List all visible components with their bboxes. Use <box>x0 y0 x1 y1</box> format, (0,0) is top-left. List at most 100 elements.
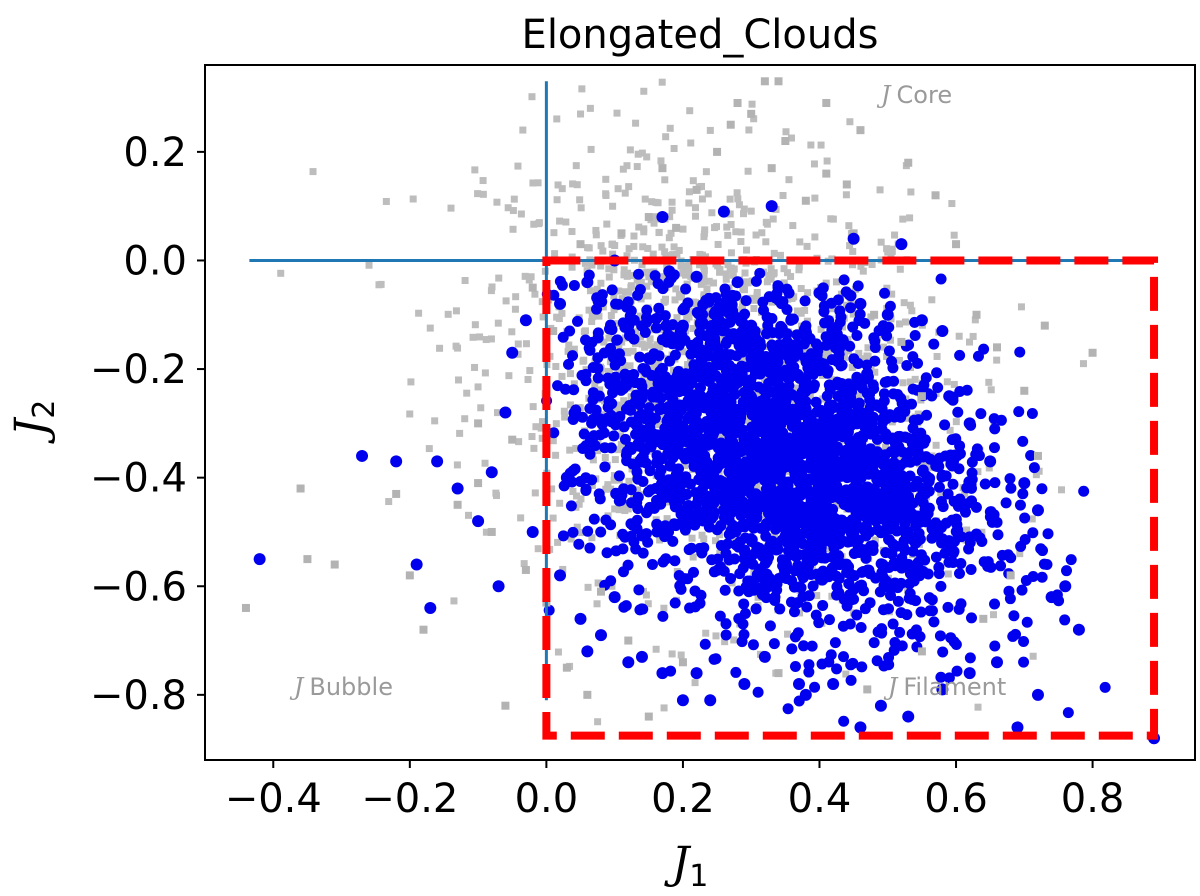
blue-cloud-point <box>806 640 818 652</box>
blue-cloud-point <box>605 575 617 587</box>
gray-cloud-point <box>772 481 780 489</box>
gray-cloud-point <box>632 119 640 127</box>
gray-cloud-point <box>629 347 637 355</box>
blue-cloud-point <box>611 334 623 346</box>
blue-cloud-point <box>693 423 705 435</box>
gray-cloud-point <box>595 312 603 320</box>
blue-cloud-point <box>670 520 682 532</box>
blue-cloud-point <box>615 384 627 396</box>
blue-cloud-point <box>603 395 615 407</box>
blue-cloud-point <box>833 418 845 430</box>
blue-point <box>1031 504 1044 517</box>
blue-point <box>943 390 956 403</box>
gray-cloud-point <box>706 304 714 312</box>
blue-cloud-point <box>747 639 759 651</box>
blue-cloud-point <box>711 524 723 536</box>
gray-cloud-point <box>631 328 639 336</box>
gray-cloud-point <box>763 220 771 228</box>
gray-cloud-point <box>842 191 850 199</box>
blue-cloud-point <box>709 484 721 496</box>
gray-cloud-point <box>625 245 633 253</box>
gray-cloud-point <box>589 456 597 464</box>
gray-cloud-point <box>779 191 787 199</box>
gray-cloud-point <box>740 205 748 213</box>
gray-point <box>870 310 879 319</box>
gray-cloud-point <box>700 535 708 543</box>
gray-cloud-point <box>570 380 578 388</box>
blue-cloud-point <box>782 502 794 514</box>
gray-cloud-point <box>593 285 601 293</box>
gray-cloud-point <box>747 207 755 215</box>
blue-cloud-point <box>820 339 832 351</box>
blue-point <box>1031 688 1044 701</box>
gray-cloud-point <box>504 204 512 212</box>
blue-cloud-point <box>624 310 636 322</box>
blue-cloud-point <box>742 575 754 587</box>
gray-cloud-point <box>811 194 819 202</box>
gray-cloud-point <box>594 718 602 726</box>
blue-cloud-point <box>848 570 860 582</box>
blue-cloud-point <box>706 554 718 566</box>
blue-cloud-point <box>935 580 947 592</box>
blue-cloud-point <box>749 548 761 560</box>
blue-cloud-point <box>906 398 918 410</box>
gray-cloud-point <box>863 380 871 388</box>
blue-point <box>799 330 812 343</box>
gray-cloud-point <box>586 104 594 112</box>
gray-cloud-point <box>609 250 617 258</box>
blue-cloud-point <box>832 294 844 306</box>
blue-cloud-point <box>609 359 621 371</box>
gray-cloud-point <box>573 523 581 531</box>
y-tick-label: −0.2 <box>90 347 187 393</box>
blue-cloud-point <box>663 526 675 538</box>
blue-cloud-point <box>1020 574 1032 586</box>
blue-cloud-point <box>720 618 732 630</box>
gray-cloud-point <box>672 285 680 293</box>
blue-cloud-point <box>632 473 644 485</box>
blue-cloud-point <box>592 372 604 384</box>
blue-cloud-point <box>653 350 665 362</box>
gray-cloud-point <box>739 285 747 293</box>
gray-cloud-point <box>811 233 819 241</box>
gray-cloud-point <box>723 223 731 231</box>
gray-cloud-point <box>787 134 795 142</box>
blue-cloud-point <box>855 622 867 634</box>
gray-cloud-point <box>688 534 696 542</box>
blue-point <box>984 455 997 468</box>
blue-cloud-point <box>942 488 954 500</box>
gray-cloud-point <box>627 272 635 280</box>
gray-cloud-point <box>797 285 805 293</box>
blue-cloud-point <box>864 544 876 556</box>
blue-cloud-point <box>742 476 754 488</box>
gray-cloud-point <box>634 486 642 494</box>
gray-cloud-point <box>577 204 585 212</box>
blue-cloud-point <box>793 476 805 488</box>
blue-cloud-point <box>677 477 689 489</box>
gray-cloud-point <box>567 535 575 543</box>
blue-cloud-point <box>761 311 773 323</box>
blue-cloud-point <box>920 372 932 384</box>
blue-cloud-point <box>838 274 850 286</box>
blue-cloud-point <box>720 338 732 350</box>
gray-cloud-point <box>665 234 673 242</box>
blue-cloud-point <box>840 444 852 456</box>
gray-cloud-point <box>871 368 879 376</box>
gray-cloud-point <box>588 534 596 542</box>
gray-cloud-point <box>795 266 803 274</box>
gray-point <box>692 185 701 194</box>
blue-cloud-point <box>717 476 729 488</box>
blue-cloud-point <box>764 429 776 441</box>
blue-cloud-point <box>942 601 954 613</box>
blue-cloud-point <box>663 389 675 401</box>
blue-point <box>813 287 826 300</box>
blue-cloud-point <box>1018 635 1030 647</box>
blue-cloud-point <box>895 607 907 619</box>
gray-cloud-point <box>585 244 593 252</box>
gray-cloud-point <box>514 340 522 348</box>
gray-cloud-point <box>770 270 778 278</box>
blue-cloud-point <box>1015 540 1027 552</box>
blue-cloud-point <box>979 478 991 490</box>
gray-cloud-point <box>579 357 587 365</box>
blue-cloud-point <box>711 458 723 470</box>
gray-cloud-point <box>722 270 730 278</box>
